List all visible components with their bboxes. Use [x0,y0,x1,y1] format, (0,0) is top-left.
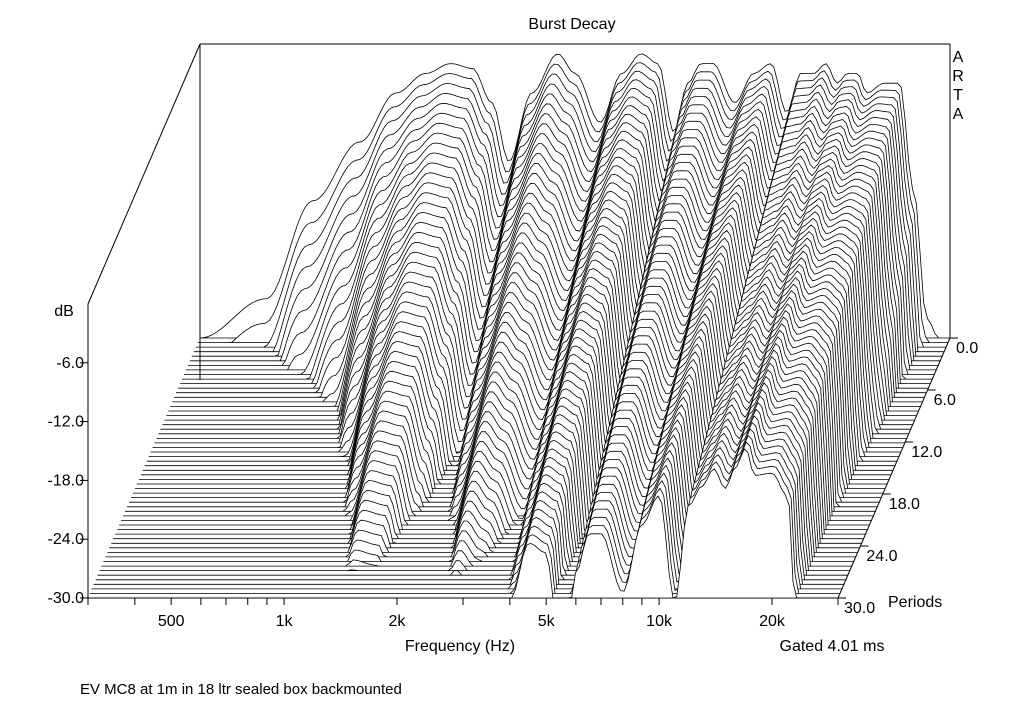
chart-title: Burst Decay [528,16,615,33]
x-tick-label: 10k [646,613,673,630]
x-tick-label: 1k [276,613,294,630]
y-tick-label: -18.0 [48,472,85,489]
x-tick-label: 500 [158,613,185,630]
chart-caption: EV MC8 at 1m in 18 ltr sealed box backmo… [80,681,402,698]
x-axis-label: Frequency (Hz) [405,638,515,655]
x-tick-label: 20k [759,613,786,630]
z-tick-label: 30.0 [844,600,875,617]
z-tick-label: 12.0 [911,444,942,461]
y-axis-label: dB [54,303,74,320]
z-tick-label: 6.0 [934,392,956,409]
gate-note: Gated 4.01 ms [780,638,885,655]
y-tick-label: -24.0 [48,531,85,548]
brand-letter: T [953,87,963,104]
z-tick-label: 24.0 [866,548,897,565]
brand-letter: R [952,68,964,85]
z-axis-unit-label: Periods [888,594,942,611]
z-tick-label: 0.0 [956,340,978,357]
x-tick-label: 2k [389,613,407,630]
brand-letter: A [953,106,964,123]
x-tick-label: 5k [538,613,556,630]
y-tick-label: -6.0 [56,355,84,372]
x-axis-ticks: 500 1k 2k 5k 10k 20k [87,598,839,630]
depth-bottom-right-edge [837,337,951,599]
z-tick-label: 18.0 [889,496,920,513]
depth-top-left-edge [87,43,201,305]
decay-slice [87,448,839,599]
y-tick-label: -30.0 [48,590,85,607]
brand-letter: A [953,49,964,66]
z-axis-ticks: 0.0 6.0 12.0 18.0 24.0 30.0 [838,337,978,617]
y-tick-label: -12.0 [48,414,85,431]
y-axis-ticks: -6.0 -12.0 -18.0 -24.0 -30.0 [48,355,88,607]
decay-slices [87,53,951,599]
